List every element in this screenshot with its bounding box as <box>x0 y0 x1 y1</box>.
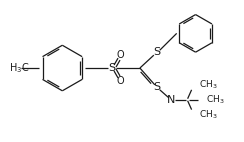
Text: S: S <box>153 47 160 57</box>
Text: S: S <box>153 82 160 92</box>
Text: CH$_3$: CH$_3$ <box>199 108 217 121</box>
Text: CH$_3$: CH$_3$ <box>199 79 217 91</box>
Text: H$_3$C: H$_3$C <box>9 61 29 75</box>
Text: S: S <box>109 63 116 73</box>
Text: CH$_3$: CH$_3$ <box>205 93 224 106</box>
Text: O: O <box>116 76 124 86</box>
Text: O: O <box>116 50 124 60</box>
Text: N: N <box>167 95 175 105</box>
